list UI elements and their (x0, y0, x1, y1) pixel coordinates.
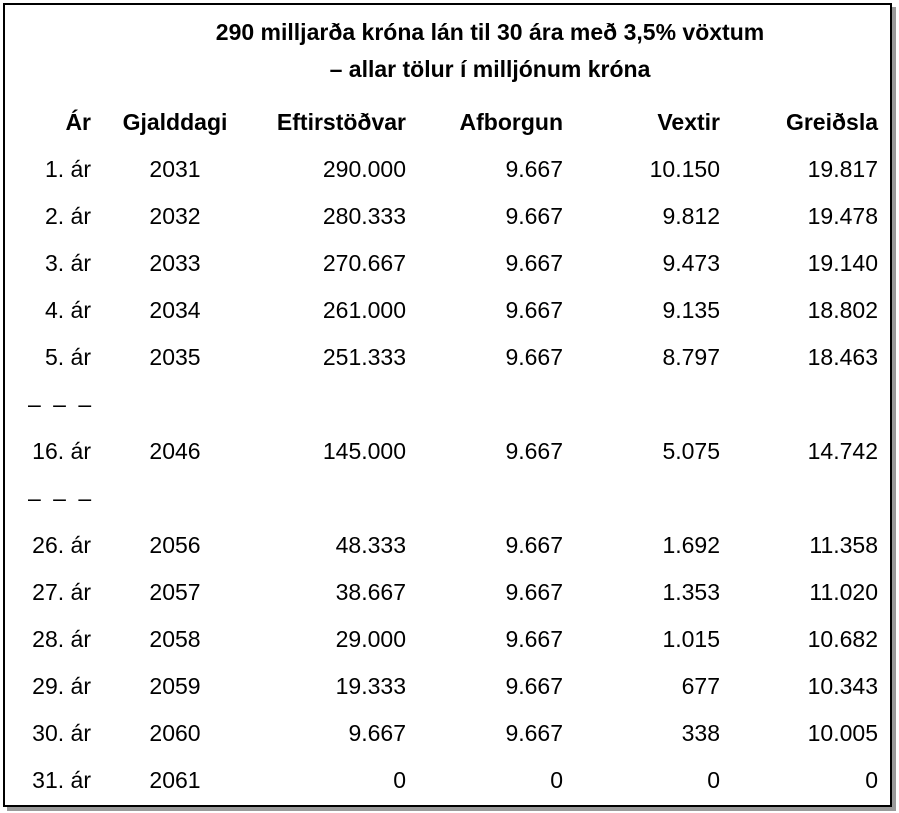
cell-afborgun: 9.667 (505, 673, 563, 699)
header-afborgun: Afborgun (459, 109, 563, 135)
cell-eftirstodvar: 251.333 (322, 344, 406, 370)
document-frame (3, 3, 892, 807)
table-row: 26. ár 2056 48.333 9.667 1.692 11.358 (0, 522, 899, 569)
table-row: 3. ár 2033 270.667 9.667 9.473 19.140 (0, 240, 899, 287)
cell-afborgun: 0 (550, 767, 563, 793)
cell-afborgun: 9.667 (505, 203, 563, 229)
cell-vextir: 677 (681, 673, 720, 699)
table-row: 27. ár 2057 38.667 9.667 1.353 11.020 (0, 569, 899, 616)
cell-vextir: 10.150 (649, 156, 720, 182)
cell-ar: 29. ár (32, 673, 91, 699)
header-greidsla: Greiðsla (785, 109, 878, 135)
cell-vextir: 8.797 (662, 344, 720, 370)
cell-gjalddagi: 2057 (149, 579, 201, 605)
cell-greidsla: 0 (865, 767, 878, 793)
cell-greidsla: 19.140 (807, 250, 878, 276)
header-vextir: Vextir (657, 109, 720, 135)
cell-gjalddagi: 2060 (149, 720, 201, 746)
cell-eftirstodvar: 9.667 (348, 720, 406, 746)
cell-eftirstodvar: 29.000 (335, 626, 406, 652)
cell-greidsla: 10.005 (807, 720, 878, 746)
cell-gjalddagi: 2056 (149, 532, 201, 558)
gap-row: – – – (0, 381, 899, 428)
cell-gjalddagi: 2033 (149, 250, 201, 276)
cell-eftirstodvar: 0 (393, 767, 406, 793)
table-row: 1. ár 2031 290.000 9.667 10.150 19.817 (0, 146, 899, 193)
cell-afborgun: 9.667 (505, 297, 563, 323)
cell-ar: 31. ár (32, 767, 91, 793)
cell-eftirstodvar: 290.000 (322, 156, 406, 182)
table-row: 2. ár 2032 280.333 9.667 9.812 19.478 (0, 193, 899, 240)
cell-gjalddagi: 2031 (149, 156, 201, 182)
table-row: 5. ár 2035 251.333 9.667 8.797 18.463 (0, 334, 899, 381)
cell-afborgun: 9.667 (505, 720, 563, 746)
title-line-1: 290 milljarða króna lán til 30 ára með 3… (215, 19, 765, 45)
cell-ar: 30. ár (32, 720, 91, 746)
table-header: Ár Gjalddagi Eftirstöðvar Afborgun Vexti… (0, 99, 899, 146)
header-gjalddagi: Gjalddagi (122, 109, 228, 135)
cell-ar: 16. ár (32, 438, 91, 464)
table-row: 16. ár 2046 145.000 9.667 5.075 14.742 (0, 428, 899, 475)
cell-vextir: 5.075 (662, 438, 720, 464)
cell-gjalddagi: 2061 (149, 767, 201, 793)
cell-vextir: 338 (681, 720, 720, 746)
gap-marker: – – – (28, 391, 95, 417)
cell-greidsla: 18.463 (807, 344, 878, 370)
cell-eftirstodvar: 145.000 (322, 438, 406, 464)
table-row: 31. ár 2061 0 0 0 0 (0, 757, 899, 804)
table-row: 30. ár 2060 9.667 9.667 338 10.005 (0, 710, 899, 757)
cell-vextir: 0 (707, 767, 720, 793)
cell-gjalddagi: 2032 (149, 203, 201, 229)
cell-vextir: 1.015 (662, 626, 720, 652)
cell-eftirstodvar: 280.333 (322, 203, 406, 229)
cell-gjalddagi: 2059 (149, 673, 201, 699)
cell-afborgun: 9.667 (505, 532, 563, 558)
cell-vextir: 1.692 (662, 532, 720, 558)
table-row: 4. ár 2034 261.000 9.667 9.135 18.802 (0, 287, 899, 334)
cell-ar: 2. ár (44, 203, 91, 229)
cell-gjalddagi: 2058 (149, 626, 201, 652)
cell-vextir: 9.812 (662, 203, 720, 229)
gap-marker: – – – (28, 485, 95, 511)
cell-afborgun: 9.667 (505, 626, 563, 652)
title-line-2: – allar tölur í milljónum króna (329, 56, 651, 82)
table-row: 29. ár 2059 19.333 9.667 677 10.343 (0, 663, 899, 710)
page-title: 290 milljarða króna lán til 30 ára með 3… (0, 14, 899, 88)
gap-row: – – – (0, 475, 899, 522)
cell-greidsla: 11.020 (809, 579, 878, 605)
cell-greidsla: 19.817 (807, 156, 878, 182)
cell-eftirstodvar: 270.667 (322, 250, 406, 276)
cell-vextir: 1.353 (662, 579, 720, 605)
cell-greidsla: 10.343 (807, 673, 878, 699)
cell-ar: 4. ár (44, 297, 91, 323)
cell-gjalddagi: 2035 (149, 344, 201, 370)
cell-afborgun: 9.667 (505, 344, 563, 370)
table-row: 28. ár 2058 29.000 9.667 1.015 10.682 (0, 616, 899, 663)
cell-gjalddagi: 2046 (149, 438, 201, 464)
cell-greidsla: 18.802 (807, 297, 878, 323)
cell-ar: 27. ár (32, 579, 91, 605)
cell-eftirstodvar: 19.333 (335, 673, 406, 699)
cell-ar: 26. ár (32, 532, 91, 558)
cell-vextir: 9.135 (662, 297, 720, 323)
cell-afborgun: 9.667 (505, 250, 563, 276)
cell-gjalddagi: 2034 (149, 297, 201, 323)
cell-eftirstodvar: 261.000 (322, 297, 406, 323)
cell-greidsla: 10.682 (807, 626, 878, 652)
cell-greidsla: 11.358 (809, 532, 878, 558)
cell-ar: 5. ár (44, 344, 91, 370)
cell-greidsla: 14.742 (807, 438, 878, 464)
cell-afborgun: 9.667 (505, 156, 563, 182)
cell-afborgun: 9.667 (505, 438, 563, 464)
cell-eftirstodvar: 38.667 (335, 579, 406, 605)
cell-ar: 3. ár (44, 250, 91, 276)
cell-eftirstodvar: 48.333 (335, 532, 406, 558)
cell-ar: 1. ár (44, 156, 91, 182)
cell-vextir: 9.473 (662, 250, 720, 276)
cell-ar: 28. ár (32, 626, 91, 652)
header-eftirstodvar: Eftirstöðvar (276, 109, 406, 135)
cell-afborgun: 9.667 (505, 579, 563, 605)
cell-greidsla: 19.478 (807, 203, 878, 229)
header-ar: Ár (65, 109, 91, 135)
